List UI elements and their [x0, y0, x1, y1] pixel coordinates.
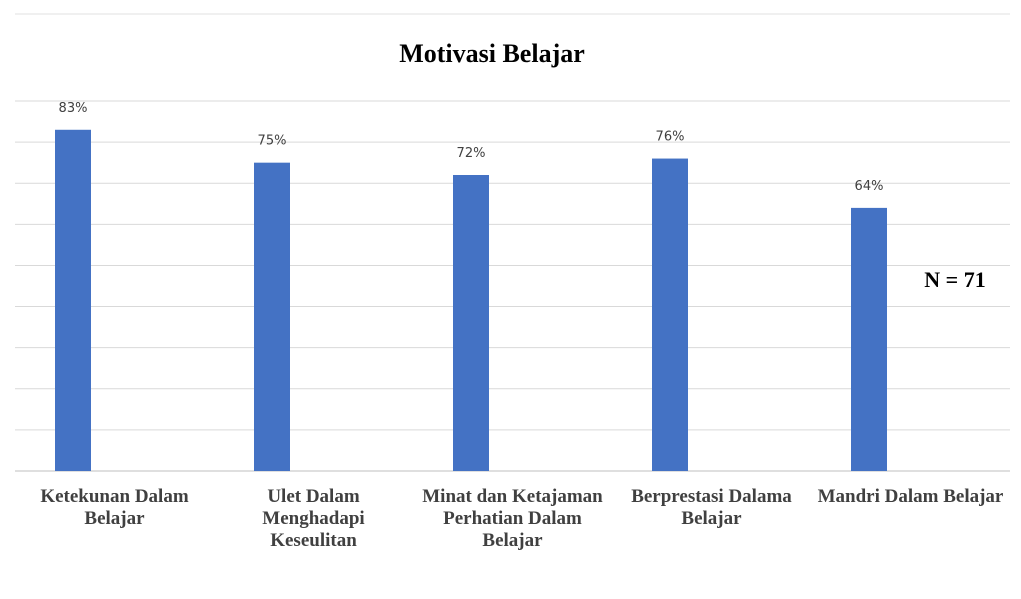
- value-label: 83%: [59, 101, 88, 116]
- value-label: 75%: [258, 134, 287, 149]
- value-label: 72%: [457, 146, 486, 161]
- bar: [254, 162, 290, 471]
- annotation: N = 71: [924, 267, 985, 292]
- bar: [453, 175, 489, 471]
- value-label: 64%: [855, 179, 884, 194]
- bar: [55, 129, 91, 471]
- x-tick-label: Minat dan Ketajaman Perhatian Dalam Bela…: [422, 486, 603, 551]
- bar: [652, 158, 688, 472]
- x-tick-label: Mandri Dalam Belajar: [817, 486, 1004, 507]
- value-label: 76%: [656, 130, 685, 145]
- x-tick-label: Berprestasi Dalama Belajar: [631, 486, 792, 529]
- x-tick-label: Ketekunan Dalam Belajar: [40, 486, 189, 529]
- bar: [851, 207, 887, 471]
- chart-title: Motivasi Belajar: [399, 39, 585, 68]
- x-tick-label: Ulet Dalam Menghadapi Keseulitan: [262, 486, 365, 551]
